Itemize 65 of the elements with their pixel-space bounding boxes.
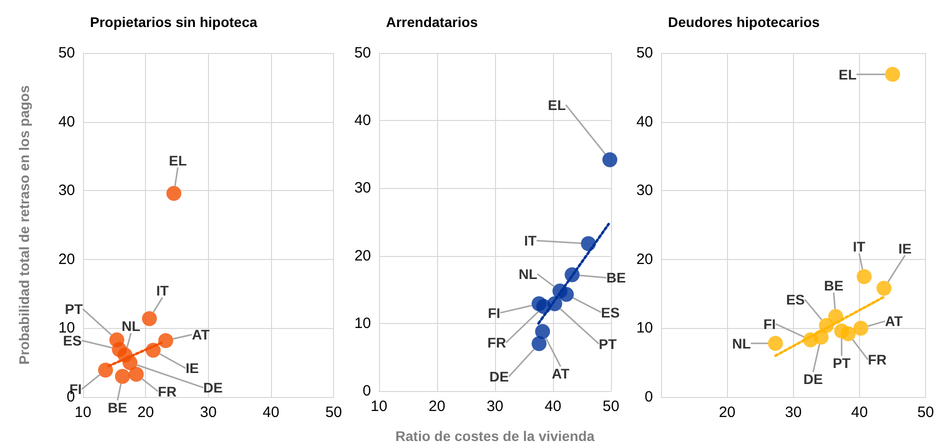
data-label: AT xyxy=(885,313,904,330)
y-tick-label: 30 xyxy=(58,182,75,200)
data-label: NL xyxy=(122,318,141,334)
data-label: BE xyxy=(606,270,626,286)
y-tick-label: 30 xyxy=(354,180,371,197)
data-label: PT xyxy=(598,336,618,352)
y-tick-label: 50 xyxy=(58,44,75,62)
x-tick-label: 10 xyxy=(370,398,388,415)
y-tick-label: 10 xyxy=(636,320,653,337)
x-tick-label: 20 xyxy=(137,404,154,421)
y-axis-title: Probabilidad total de retraso en los pagos xyxy=(16,85,32,365)
y-tick-label: 0 xyxy=(362,382,371,400)
y-tick-label: 40 xyxy=(636,113,653,130)
data-label: IT xyxy=(156,282,170,299)
x-tick-label: 40 xyxy=(544,398,562,415)
data-label: IE xyxy=(898,240,912,256)
y-tick-label: 30 xyxy=(636,182,653,200)
x-tick-label: 50 xyxy=(602,398,620,415)
data-label: FR xyxy=(487,334,506,350)
data-label: ES xyxy=(786,291,805,308)
data-label: ES xyxy=(600,304,620,320)
x-tick-label: 40 xyxy=(262,404,280,421)
data-label: BE xyxy=(824,278,844,294)
data-label: DE xyxy=(489,368,509,385)
data-label: PT xyxy=(832,354,852,371)
x-tick-label: 20 xyxy=(428,398,446,415)
x-tick-label: 50 xyxy=(325,404,342,421)
x-tick-label: 40 xyxy=(851,404,868,421)
data-label: EL xyxy=(548,96,566,113)
x-tick-label: 30 xyxy=(486,398,504,415)
data-label: DE xyxy=(203,380,223,396)
data-label: PT xyxy=(64,300,84,317)
x-tick-label: 30 xyxy=(784,404,802,421)
data-label: FI xyxy=(488,304,500,321)
y-tick-label: 20 xyxy=(58,250,75,268)
chart-title: Arrendatarios xyxy=(386,14,478,30)
y-tick-label: 10 xyxy=(354,314,371,332)
data-label: NL xyxy=(732,335,752,352)
data-label: IE xyxy=(186,360,199,376)
x-tick-label: 20 xyxy=(718,404,736,421)
x-tick-label: 30 xyxy=(200,404,217,421)
data-label: IT xyxy=(852,238,866,255)
data-label: AT xyxy=(192,326,210,343)
data-label: IT xyxy=(524,232,538,249)
x-axis-title: Ratio de costes de la vivienda xyxy=(395,428,595,444)
y-tick-label: 0 xyxy=(644,388,653,406)
y-tick-label: 20 xyxy=(636,250,653,268)
x-tick-label: 10 xyxy=(74,404,92,421)
data-label: EL xyxy=(838,66,857,82)
chart-title: Propietarios sin hipoteca xyxy=(90,14,258,30)
data-label: FI xyxy=(763,316,776,332)
chart-title: Deudores hipotecarios xyxy=(668,14,820,30)
y-tick-label: 20 xyxy=(354,247,371,264)
data-label: FR xyxy=(158,383,177,400)
y-tick-label: 50 xyxy=(636,44,653,62)
data-label: AT xyxy=(552,366,570,382)
y-tick-label: 50 xyxy=(354,44,371,62)
x-tick-label: 50 xyxy=(917,404,934,421)
data-label: EL xyxy=(168,152,188,168)
y-tick-label: 40 xyxy=(354,112,371,130)
data-label: FR xyxy=(868,352,887,368)
data-label: DE xyxy=(803,371,823,388)
y-tick-label: 40 xyxy=(58,113,75,130)
data-label: NL xyxy=(518,266,538,282)
data-label: BE xyxy=(108,399,128,416)
